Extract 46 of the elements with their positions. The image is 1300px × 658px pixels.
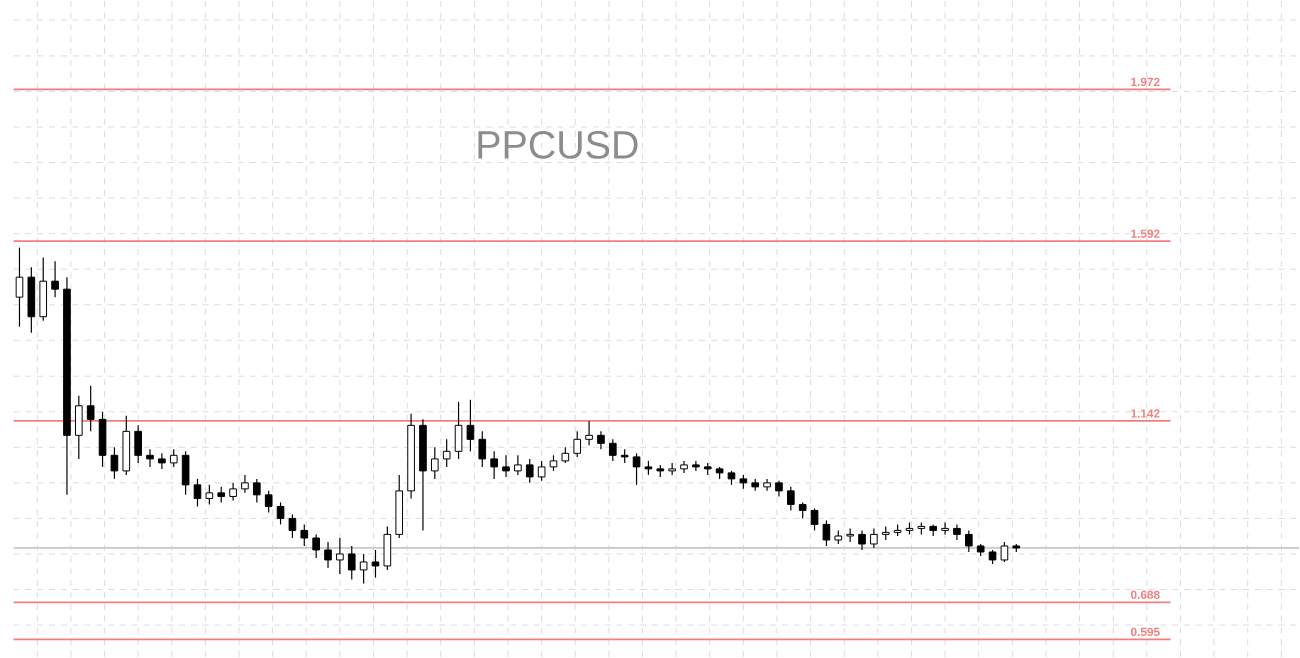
candlestick <box>525 458 534 484</box>
candlestick <box>264 490 273 514</box>
candlestick <box>146 449 154 468</box>
candlestick <box>312 534 320 559</box>
candlestick <box>858 530 866 551</box>
candlestick <box>324 541 332 569</box>
candlestick <box>241 474 249 494</box>
candlestick <box>573 431 582 458</box>
candlestick <box>514 455 522 476</box>
candlestick <box>692 460 700 472</box>
candlestick <box>134 425 142 464</box>
candlestick <box>74 395 83 460</box>
candlestick <box>158 453 166 470</box>
candlestick <box>27 266 36 334</box>
candlestick <box>15 247 24 328</box>
candlestick <box>383 526 392 571</box>
candlestick <box>585 421 593 447</box>
candlestick <box>181 451 190 496</box>
candlestick <box>537 460 546 482</box>
candlestick <box>300 524 309 547</box>
text: PPCUSD <box>478 131 638 160</box>
candlestick <box>347 545 356 581</box>
candlestick <box>395 474 404 539</box>
candlestick <box>51 260 59 299</box>
candlestick <box>787 486 795 512</box>
candlestick <box>478 431 487 468</box>
candlestick <box>122 415 131 476</box>
candlestick <box>336 537 344 575</box>
candlestick <box>86 385 95 433</box>
candlestick <box>502 455 510 478</box>
candlestick <box>870 528 878 549</box>
candlestick <box>941 522 949 536</box>
candlestick <box>490 451 498 480</box>
candlestick <box>253 478 261 504</box>
candlestick <box>608 439 617 462</box>
candlestick <box>442 439 451 468</box>
candlestick <box>371 549 380 579</box>
candlestick <box>419 419 427 532</box>
candlestick <box>431 447 439 480</box>
candlestick <box>668 462 676 476</box>
candlestick <box>953 524 961 541</box>
candlestick <box>193 478 202 508</box>
candlestick <box>205 484 214 506</box>
candlestick <box>359 553 368 585</box>
candlestick <box>39 257 48 322</box>
candlestick <box>965 530 973 553</box>
